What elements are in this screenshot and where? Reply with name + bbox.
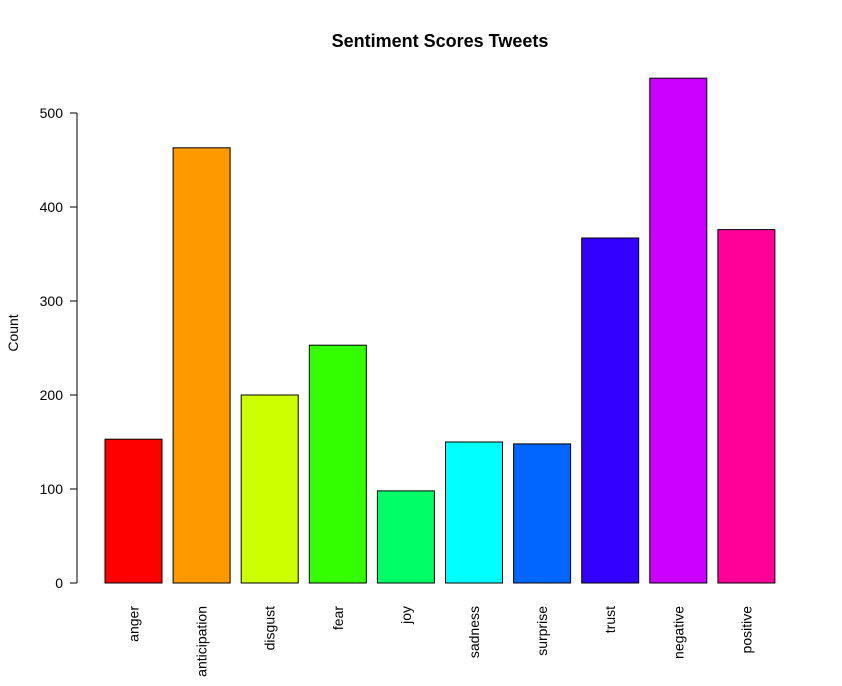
x-tick-labels: anger anticipation disgust fear joy sadness su… — [126, 606, 755, 677]
y-tick-label: 300 — [40, 293, 64, 309]
bar-anger — [104, 438, 163, 584]
bar-trust — [581, 237, 640, 584]
bars-group — [104, 77, 776, 584]
y-tick-label: 500 — [40, 105, 64, 121]
y-axis: 0 100 200 300 400 500 — [40, 105, 78, 591]
chart-title: Sentiment Scores Tweets — [332, 31, 549, 51]
bar-joy — [376, 490, 435, 584]
x-tick-label-positive: positive — [738, 606, 754, 654]
x-tick-label-anger: anger — [126, 606, 142, 642]
x-tick-label-sadness: sadness — [466, 606, 482, 658]
bar-negative — [649, 77, 708, 584]
x-tick-label-anticipation: anticipation — [194, 606, 210, 677]
y-tick-label: 100 — [40, 481, 64, 497]
bar-positive — [717, 229, 776, 584]
bar-fear — [308, 344, 367, 584]
x-tick-label-joy: joy — [398, 606, 414, 625]
y-tick-label: 0 — [55, 575, 63, 591]
bar-anticipation — [172, 147, 231, 584]
bar-sadness — [445, 441, 503, 584]
x-tick-label-surprise: surprise — [534, 606, 550, 656]
x-tick-label-disgust: disgust — [262, 606, 278, 650]
bar-disgust — [240, 394, 299, 584]
y-axis-label: Count — [5, 314, 21, 351]
y-tick-label: 200 — [40, 387, 64, 403]
x-tick-label-fear: fear — [330, 606, 346, 630]
bar-surprise — [513, 443, 572, 584]
y-tick-label: 400 — [40, 199, 64, 215]
x-tick-label-trust: trust — [602, 606, 618, 633]
x-tick-label-negative: negative — [670, 606, 686, 659]
